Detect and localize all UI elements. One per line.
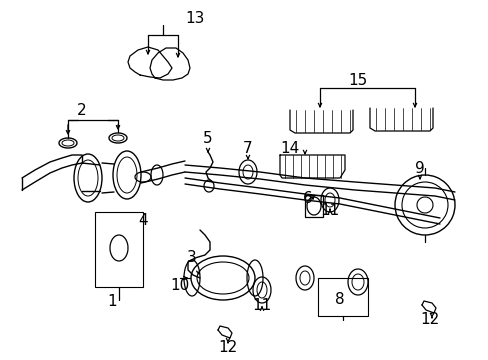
- Text: 3: 3: [187, 251, 197, 266]
- Text: 13: 13: [185, 10, 204, 26]
- Text: 1: 1: [107, 294, 117, 310]
- Text: 6: 6: [303, 190, 312, 206]
- Text: 4: 4: [138, 212, 147, 228]
- Text: 15: 15: [347, 72, 367, 87]
- Text: 12: 12: [218, 341, 237, 356]
- Text: 11: 11: [320, 202, 339, 217]
- Bar: [305, 195, 323, 217]
- Text: 5: 5: [203, 131, 212, 145]
- Text: 9: 9: [414, 161, 424, 176]
- Text: 8: 8: [334, 292, 344, 307]
- Text: 12: 12: [420, 312, 439, 328]
- Text: 7: 7: [243, 140, 252, 156]
- Bar: [317, 278, 367, 316]
- Bar: [95, 212, 142, 287]
- Text: 14: 14: [280, 140, 299, 156]
- Text: 2: 2: [77, 103, 87, 117]
- Text: 11: 11: [252, 297, 271, 312]
- Text: 10: 10: [170, 278, 189, 292]
